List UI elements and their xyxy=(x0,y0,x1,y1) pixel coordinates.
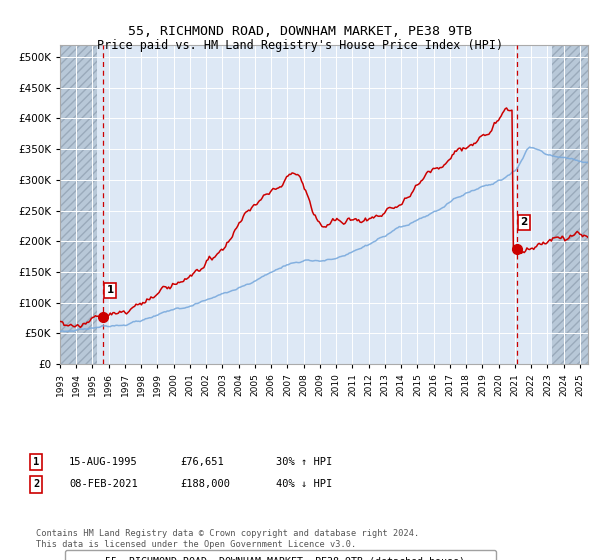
Text: £188,000: £188,000 xyxy=(180,479,230,489)
Text: 55, RICHMOND ROAD, DOWNHAM MARKET, PE38 9TB: 55, RICHMOND ROAD, DOWNHAM MARKET, PE38 … xyxy=(128,25,472,38)
Text: Price paid vs. HM Land Registry's House Price Index (HPI): Price paid vs. HM Land Registry's House … xyxy=(97,39,503,52)
Text: 2: 2 xyxy=(33,479,39,489)
Text: 1: 1 xyxy=(107,286,114,296)
Bar xyxy=(552,45,588,364)
Text: £76,651: £76,651 xyxy=(180,457,224,467)
Text: 2: 2 xyxy=(521,217,528,227)
Text: 30% ↑ HPI: 30% ↑ HPI xyxy=(276,457,332,467)
Text: Contains HM Land Registry data © Crown copyright and database right 2024.
This d: Contains HM Land Registry data © Crown c… xyxy=(36,529,419,549)
Text: 08-FEB-2021: 08-FEB-2021 xyxy=(69,479,138,489)
Bar xyxy=(60,45,97,364)
Text: 15-AUG-1995: 15-AUG-1995 xyxy=(69,457,138,467)
Legend: 55, RICHMOND ROAD, DOWNHAM MARKET, PE38 9TB (detached house), HPI: Average price: 55, RICHMOND ROAD, DOWNHAM MARKET, PE38 … xyxy=(65,550,496,560)
Text: 1: 1 xyxy=(33,457,39,467)
Text: 40% ↓ HPI: 40% ↓ HPI xyxy=(276,479,332,489)
